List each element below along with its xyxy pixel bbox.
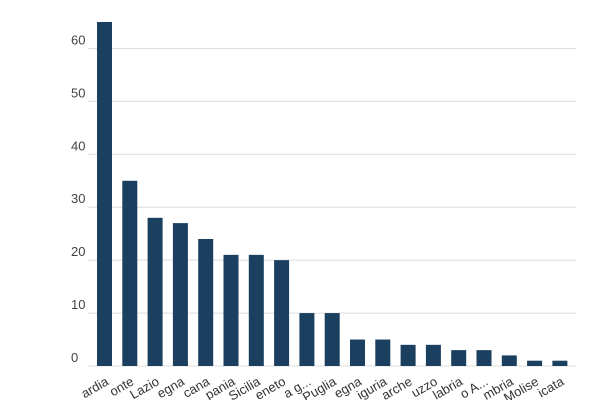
y-tick-label: 60 xyxy=(71,32,85,47)
bar-18 xyxy=(552,360,568,366)
bar-2 xyxy=(147,217,163,366)
bar-4 xyxy=(198,238,214,366)
bar-12 xyxy=(400,344,416,366)
y-tick-label: 50 xyxy=(71,85,85,100)
bar-1 xyxy=(122,180,138,366)
bar-11 xyxy=(375,339,391,366)
y-tick-label: 0 xyxy=(71,350,78,365)
y-tick-label: 40 xyxy=(71,138,85,153)
x-axis-category-labels: ardiaonteLazioegnacanapaniaSiciliaenetoa… xyxy=(78,373,567,400)
gridlines xyxy=(88,47,576,367)
y-tick-label: 10 xyxy=(71,297,85,312)
x-category-label: icata xyxy=(535,373,567,400)
y-axis-tick-labels: 0 10 20 30 40 50 60 xyxy=(71,32,85,365)
y-tick-label: 20 xyxy=(71,244,85,259)
bar-16 xyxy=(501,355,517,366)
bar-6 xyxy=(248,254,264,366)
bars xyxy=(97,22,568,366)
y-tick-label: 30 xyxy=(71,191,85,206)
bar-5 xyxy=(223,254,239,366)
bar-13 xyxy=(425,344,441,366)
bar-9 xyxy=(324,313,340,366)
bar-14 xyxy=(451,350,467,366)
bar-0 xyxy=(97,22,112,366)
bar-10 xyxy=(350,339,365,366)
bar-3 xyxy=(172,223,188,366)
bar-15 xyxy=(476,350,492,366)
bar-8 xyxy=(299,313,315,366)
bar-7 xyxy=(274,260,290,366)
bar-17 xyxy=(527,360,543,366)
